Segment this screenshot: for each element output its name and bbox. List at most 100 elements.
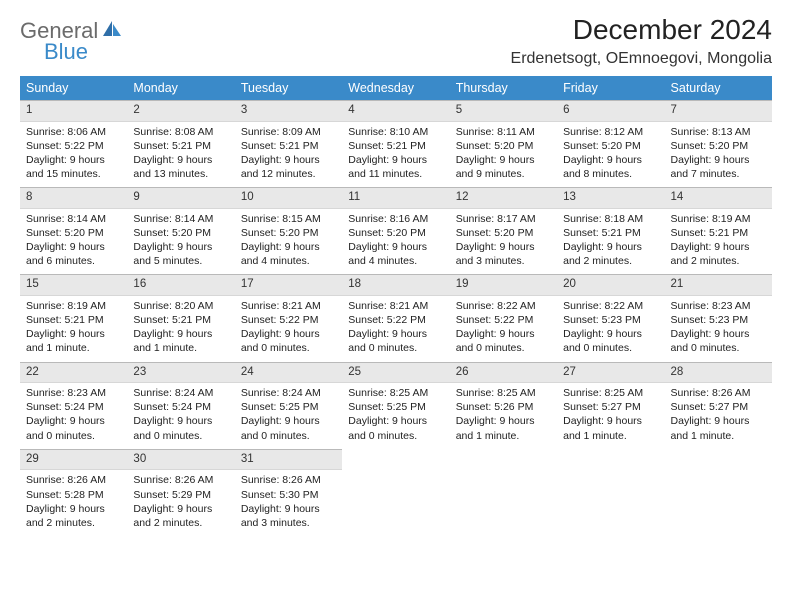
weekday-header: Friday (557, 76, 664, 100)
calendar-cell (665, 449, 772, 536)
day-number: 3 (235, 100, 342, 122)
day-number: 25 (342, 362, 449, 384)
day-body: Sunrise: 8:20 AMSunset: 5:21 PMDaylight:… (127, 296, 234, 362)
sunset-line: Sunset: 5:23 PM (563, 313, 658, 327)
daylight-line: Daylight: 9 hours and 11 minutes. (348, 153, 443, 181)
sunset-line: Sunset: 5:25 PM (241, 400, 336, 414)
logo-text-blue: Blue (44, 41, 123, 63)
sunset-line: Sunset: 5:30 PM (241, 488, 336, 502)
daylight-line: Daylight: 9 hours and 12 minutes. (241, 153, 336, 181)
daylight-line: Daylight: 9 hours and 1 minute. (133, 327, 228, 355)
sunrise-line: Sunrise: 8:19 AM (671, 212, 766, 226)
sunrise-line: Sunrise: 8:24 AM (241, 386, 336, 400)
calendar-cell: 2Sunrise: 8:08 AMSunset: 5:21 PMDaylight… (127, 100, 234, 187)
day-number: 14 (665, 187, 772, 209)
calendar-cell: 14Sunrise: 8:19 AMSunset: 5:21 PMDayligh… (665, 187, 772, 274)
daylight-line: Daylight: 9 hours and 2 minutes. (671, 240, 766, 268)
sunset-line: Sunset: 5:20 PM (348, 226, 443, 240)
sunset-line: Sunset: 5:24 PM (133, 400, 228, 414)
daylight-line: Daylight: 9 hours and 0 minutes. (563, 327, 658, 355)
daylight-line: Daylight: 9 hours and 4 minutes. (348, 240, 443, 268)
calendar-cell: 23 Sunrise: 8:24 AMSunset: 5:24 PMDayligh… (127, 362, 234, 449)
calendar-cell: 21Sunrise: 8:23 AMSunset: 5:23 PMDayligh… (665, 274, 772, 361)
daylight-line: Daylight: 9 hours and 2 minutes. (563, 240, 658, 268)
day-body: Sunrise: 8:25 AMSunset: 5:27 PMDaylight:… (557, 383, 664, 449)
day-body: Sunrise: 8:24 AMSunset: 5:25 PMDaylight:… (235, 383, 342, 449)
daylight-line: Daylight: 9 hours and 15 minutes. (26, 153, 121, 181)
calendar-row: 1Sunrise: 8:06 AMSunset: 5:22 PMDaylight… (20, 100, 772, 187)
day-body: Sunrise: 8:16 AMSunset: 5:20 PMDaylight:… (342, 209, 449, 275)
calendar-cell: 7Sunrise: 8:13 AMSunset: 5:20 PMDaylight… (665, 100, 772, 187)
sunset-line: Sunset: 5:27 PM (671, 400, 766, 414)
sunrise-line: Sunrise: 8:14 AM (26, 212, 121, 226)
day-number: 23 (127, 362, 234, 384)
sunrise-line: Sunrise: 8:10 AM (348, 125, 443, 139)
daylight-line: Daylight: 9 hours and 1 minute. (26, 327, 121, 355)
day-number: 22 (20, 362, 127, 384)
day-number: 17 (235, 274, 342, 296)
day-body: Sunrise: 8:22 AMSunset: 5:23 PMDaylight:… (557, 296, 664, 362)
day-number: 5 (450, 100, 557, 122)
sunset-line: Sunset: 5:21 PM (348, 139, 443, 153)
sunrise-line: Sunrise: 8:20 AM (133, 299, 228, 313)
day-body: Sunrise: 8:08 AMSunset: 5:21 PMDaylight:… (127, 122, 234, 188)
day-body: Sunrise: 8:26 AMSunset: 5:27 PMDaylight:… (665, 383, 772, 449)
day-number: 7 (665, 100, 772, 122)
sunrise-line: Sunrise: 8:21 AM (348, 299, 443, 313)
sunrise-line: Sunrise: 8:12 AM (563, 125, 658, 139)
day-number: 26 (450, 362, 557, 384)
daylight-line: Daylight: 9 hours and 0 minutes. (133, 414, 228, 442)
calendar-row: 15Sunrise: 8:19 AMSunset: 5:21 PMDayligh… (20, 274, 772, 361)
day-number: 12 (450, 187, 557, 209)
sunset-line: Sunset: 5:22 PM (456, 313, 551, 327)
day-number: 30 (127, 449, 234, 471)
calendar-cell: 13Sunrise: 8:18 AMSunset: 5:21 PMDayligh… (557, 187, 664, 274)
calendar-cell: 22Sunrise: 8:23 AMSunset: 5:24 PMDayligh… (20, 362, 127, 449)
daylight-line: Daylight: 9 hours and 1 minute. (456, 414, 551, 442)
daylight-line: Daylight: 9 hours and 2 minutes. (133, 502, 228, 530)
sunset-line: Sunset: 5:24 PM (26, 400, 121, 414)
calendar-cell: 6Sunrise: 8:12 AMSunset: 5:20 PMDaylight… (557, 100, 664, 187)
day-number: 2 (127, 100, 234, 122)
daylight-line: Daylight: 9 hours and 0 minutes. (241, 327, 336, 355)
calendar-cell (557, 449, 664, 536)
header: General Blue December 2024 Erdenetsogt, … (20, 14, 772, 68)
daylight-line: Daylight: 9 hours and 13 minutes. (133, 153, 228, 181)
sunrise-line: Sunrise: 8:26 AM (26, 473, 121, 487)
calendar-cell: 24Sunrise: 8:24 AMSunset: 5:25 PMDayligh… (235, 362, 342, 449)
daylight-line: Daylight: 9 hours and 8 minutes. (563, 153, 658, 181)
day-body: Sunrise: 8:13 AMSunset: 5:20 PMDaylight:… (665, 122, 772, 188)
sunset-line: Sunset: 5:20 PM (133, 226, 228, 240)
sunset-line: Sunset: 5:21 PM (26, 313, 121, 327)
sunset-line: Sunset: 5:21 PM (241, 139, 336, 153)
day-body: Sunrise: 8:26 AMSunset: 5:28 PMDaylight:… (20, 470, 127, 536)
daylight-line: Daylight: 9 hours and 6 minutes. (26, 240, 121, 268)
sunrise-line: Sunrise: 8:16 AM (348, 212, 443, 226)
sunset-line: Sunset: 5:21 PM (133, 313, 228, 327)
sunset-line: Sunset: 5:20 PM (456, 226, 551, 240)
day-number: 11 (342, 187, 449, 209)
sunrise-line: Sunrise: 8:25 AM (456, 386, 551, 400)
daylight-line: Daylight: 9 hours and 0 minutes. (456, 327, 551, 355)
sunset-line: Sunset: 5:20 PM (241, 226, 336, 240)
sunset-line: Sunset: 5:25 PM (348, 400, 443, 414)
day-body: Sunrise: 8:23 AMSunset: 5:24 PMDaylight:… (20, 383, 127, 449)
calendar-row: 29Sunrise: 8:26 AMSunset: 5:28 PMDayligh… (20, 449, 772, 536)
daylight-line: Daylight: 9 hours and 4 minutes. (241, 240, 336, 268)
day-number: 8 (20, 187, 127, 209)
day-body: Sunrise: 8:06 AMSunset: 5:22 PMDaylight:… (20, 122, 127, 188)
day-body: Sunrise: 8:26 AMSunset: 5:30 PMDaylight:… (235, 470, 342, 536)
day-number: 27 (557, 362, 664, 384)
calendar-cell: 31Sunrise: 8:26 AMSunset: 5:30 PMDayligh… (235, 449, 342, 536)
day-number: 10 (235, 187, 342, 209)
sunrise-line: Sunrise: 8:24 AM (133, 386, 228, 400)
day-body: Sunrise: 8:25 AMSunset: 5:26 PMDaylight:… (450, 383, 557, 449)
day-number: 24 (235, 362, 342, 384)
weekday-header: Wednesday (342, 76, 449, 100)
daylight-line: Daylight: 9 hours and 7 minutes. (671, 153, 766, 181)
calendar-cell: 1Sunrise: 8:06 AMSunset: 5:22 PMDaylight… (20, 100, 127, 187)
day-body: Sunrise: 8:17 AMSunset: 5:20 PMDaylight:… (450, 209, 557, 275)
day-body: Sunrise: 8:21 AMSunset: 5:22 PMDaylight:… (342, 296, 449, 362)
day-number: 16 (127, 274, 234, 296)
weekday-header: Thursday (450, 76, 557, 100)
